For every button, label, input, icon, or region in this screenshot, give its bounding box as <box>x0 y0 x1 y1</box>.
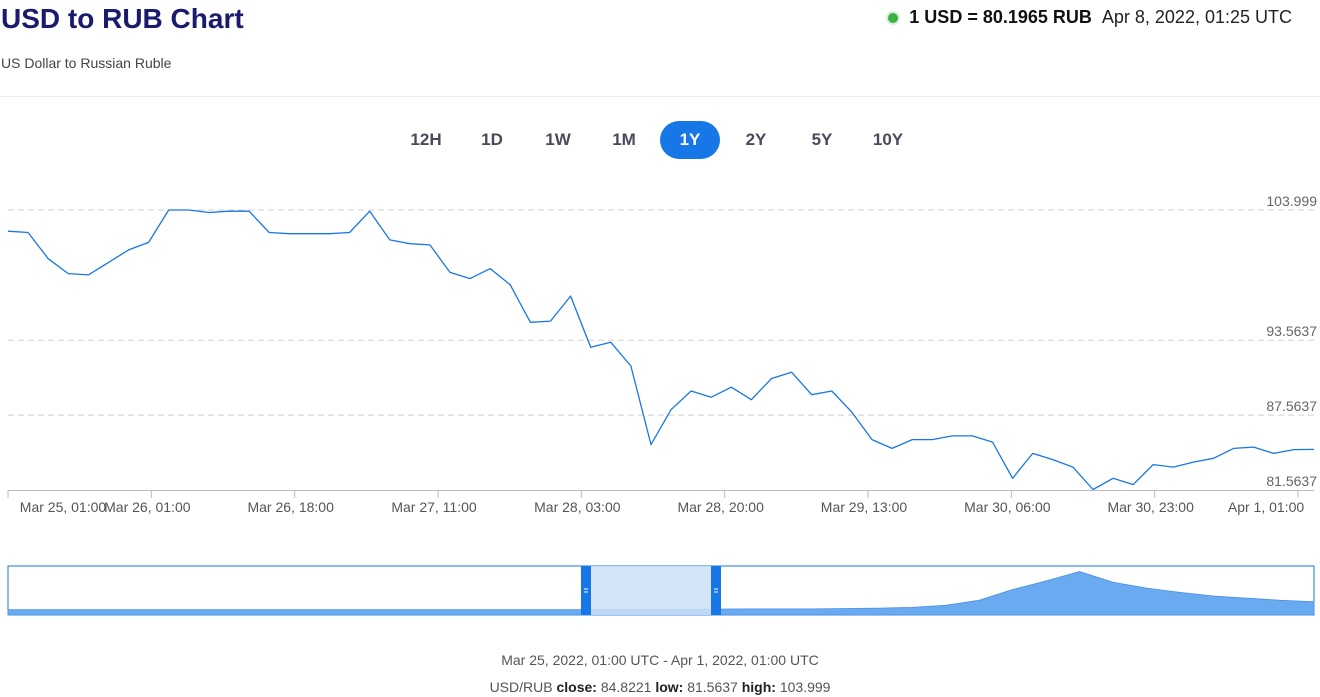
navigator-selection <box>586 566 716 615</box>
x-tick-label: Mar 28, 20:00 <box>677 499 764 515</box>
page-subtitle: US Dollar to Russian Ruble <box>1 55 172 71</box>
navigator-right-handle[interactable] <box>711 566 721 615</box>
period-button-2y[interactable]: 2Y <box>726 121 786 159</box>
x-tick-label: Mar 25, 01:00 <box>20 499 107 515</box>
x-tick-label: Mar 30, 23:00 <box>1107 499 1194 515</box>
x-tick-label: Mar 28, 03:00 <box>534 499 621 515</box>
footer-range: Mar 25, 2022, 01:00 UTC - Apr 1, 2022, 0… <box>501 652 819 668</box>
footer-summary: USD/RUB close: 84.8221 low: 81.5637 high… <box>0 679 1320 695</box>
high-value: 103.999 <box>779 679 831 695</box>
low-label: low: <box>655 679 684 695</box>
current-rate: 1 USD = 80.1965 RUB <box>909 7 1092 27</box>
navigator-left-handle[interactable] <box>581 566 591 615</box>
period-button-1m[interactable]: 1M <box>594 121 654 159</box>
y-tick-label: 87.5637 <box>1266 398 1317 414</box>
x-tick-label: Mar 26, 18:00 <box>247 499 334 515</box>
y-tick-label: 93.5637 <box>1266 323 1317 339</box>
period-button-1w[interactable]: 1W <box>528 121 588 159</box>
period-button-1d[interactable]: 1D <box>462 121 522 159</box>
header-divider <box>0 96 1320 97</box>
y-tick-label: 81.5637 <box>1266 473 1317 489</box>
period-button-5y[interactable]: 5Y <box>792 121 852 159</box>
pair-label: USD/RUB <box>489 679 553 695</box>
live-rate: 1 USD = 80.1965 RUB Apr 8, 2022, 01:25 U… <box>888 7 1292 28</box>
x-tick-label: Apr 1, 01:00 <box>1228 499 1304 515</box>
period-button-12h[interactable]: 12H <box>396 121 456 159</box>
period-button-1y[interactable]: 1Y <box>660 121 720 159</box>
period-selector: 12H 1D 1W 1M 1Y 2Y 5Y 10Y <box>396 121 918 159</box>
x-tick-label: Mar 29, 13:00 <box>821 499 908 515</box>
x-tick-label: Mar 30, 06:00 <box>964 499 1051 515</box>
period-button-10y[interactable]: 10Y <box>858 121 918 159</box>
close-value: 84.8221 <box>600 679 652 695</box>
rate-timestamp: Apr 8, 2022, 01:25 UTC <box>1101 7 1292 27</box>
y-tick-label: 103.999 <box>1266 193 1317 209</box>
close-label: close: <box>556 679 597 695</box>
x-tick-label: Mar 26, 01:00 <box>104 499 191 515</box>
live-status-dot-icon <box>888 12 899 23</box>
low-value: 81.5637 <box>687 679 738 695</box>
x-tick-label: Mar 27, 11:00 <box>391 499 477 515</box>
page-title: USD to RUB Chart <box>1 3 244 34</box>
high-label: high: <box>741 679 776 695</box>
series-line-usd-rub <box>7 209 1315 491</box>
